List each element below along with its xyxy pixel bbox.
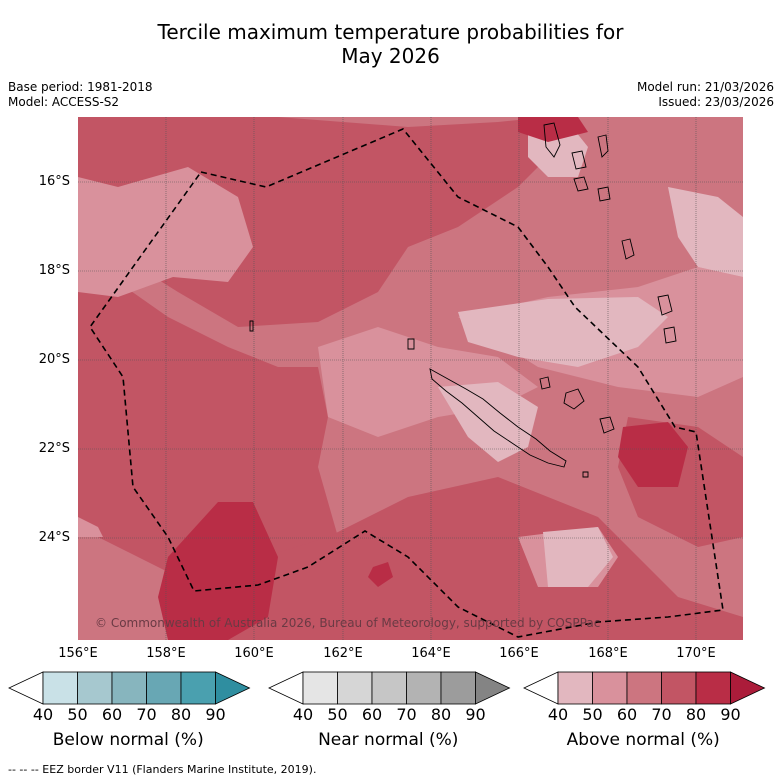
model-run-text: Model run: 21/03/2026 — [636, 80, 774, 94]
longitude-label: 160°E — [234, 646, 274, 661]
vanuatu-coast — [543, 122, 677, 344]
colorbar-tick-label: 50 — [327, 705, 348, 724]
colorbar-tick-label: 80 — [685, 705, 707, 724]
colorbar-tick-label: 70 — [651, 705, 672, 724]
coastlines — [249, 122, 677, 478]
region-50-south — [543, 527, 613, 587]
colorbar-tick-label: 90 — [720, 705, 741, 724]
longitude-label: 168°E — [588, 646, 628, 661]
colorbar-tick-label: 60 — [101, 705, 123, 724]
probability-map: © Commonwealth of Australia 2026, Bureau… — [78, 117, 743, 640]
colorbar-segment — [592, 671, 628, 705]
colorbar-segment — [180, 671, 216, 705]
longitude-label: 166°E — [499, 646, 539, 661]
colorbar-low-arrow — [268, 671, 304, 705]
colorbar-tick-label: 50 — [67, 705, 88, 724]
colorbar-segment — [371, 671, 407, 705]
colorbar-high-arrow — [730, 671, 766, 705]
colorbar-tick-label: 40 — [32, 705, 54, 724]
region-90-southwest — [158, 502, 278, 640]
region-50-east — [668, 187, 743, 277]
latitude-label: 22°S — [38, 441, 70, 456]
colorbar-tick-label: 80 — [430, 705, 452, 724]
colorbar-segment — [146, 671, 182, 705]
longitude-label: 170°E — [676, 646, 716, 661]
colorbar-tick-label: 70 — [396, 705, 417, 724]
copyright-text: © Commonwealth of Australia 2026, Bureau… — [95, 616, 600, 630]
region-80-south — [168, 477, 743, 640]
colorbar-tick-label: 40 — [547, 705, 569, 724]
colorbar-segment — [302, 671, 338, 705]
region-90-north — [518, 117, 588, 142]
colorbar — [268, 671, 511, 705]
latitude-label: 18°S — [38, 263, 70, 278]
issued-text: Issued: 23/03/2026 — [658, 95, 774, 109]
colorbar-tick-label: 60 — [361, 705, 383, 724]
colorbar-segment — [337, 671, 373, 705]
colorbar-tick-label: 90 — [205, 705, 226, 724]
colorbar-segment — [557, 671, 593, 705]
colorbar-tick-label: 90 — [465, 705, 486, 724]
colorbar-high-arrow — [475, 671, 511, 705]
colorbar-tick-label: 60 — [616, 705, 638, 724]
latitude-label: 20°S — [38, 352, 70, 367]
colorbar — [523, 671, 766, 705]
colorbar-title: Below normal (%) — [52, 730, 204, 750]
region-50-ncal — [438, 382, 538, 462]
colorbar-title: Above normal (%) — [566, 730, 720, 750]
map-title: Tercile maximum temperature probabilitie… — [0, 20, 781, 68]
colorbar-segment — [661, 671, 697, 705]
colorbar-segment — [695, 671, 731, 705]
title-line-2: May 2026 — [341, 44, 440, 68]
latitude-label: 16°S — [38, 174, 70, 189]
metadata-left: Base period: 1981-2018 Model: ACCESS-S2 — [8, 80, 153, 110]
longitude-label: 158°E — [146, 646, 186, 661]
base-period-text: Base period: 1981-2018 — [8, 80, 153, 94]
colorbar-title: Near normal (%) — [318, 730, 459, 750]
graticule — [78, 117, 743, 640]
colorbar-segment — [440, 671, 476, 705]
small-islands — [249, 320, 589, 478]
latitude-label: 24°S — [38, 530, 70, 545]
colorbar — [8, 671, 251, 705]
colorbar-tick-label: 80 — [170, 705, 192, 724]
colorbar-segment — [42, 671, 78, 705]
colorbar-segment — [626, 671, 662, 705]
colorbar-high-arrow — [215, 671, 251, 705]
colorbar-tick-label: 50 — [582, 705, 603, 724]
colorbar-segment — [406, 671, 442, 705]
region-60-west — [78, 167, 253, 297]
metadata-right: Model run: 21/03/2026 Issued: 23/03/2026 — [637, 80, 774, 110]
loyalty-islands-coast — [539, 376, 615, 434]
model-text: Model: ACCESS-S2 — [8, 95, 120, 109]
eez-border — [89, 128, 724, 638]
region-60-sw — [78, 517, 103, 537]
colorbar-tick-label: 40 — [292, 705, 314, 724]
colorbar-tick-label: 70 — [136, 705, 157, 724]
colorbar-low-arrow — [8, 671, 44, 705]
colorbar-segment — [77, 671, 113, 705]
colorbar-low-arrow — [523, 671, 559, 705]
region-50-centre — [458, 297, 668, 367]
longitude-label: 162°E — [323, 646, 363, 661]
new-caledonia-coast — [429, 368, 567, 468]
colorbar-segment — [111, 671, 147, 705]
title-line-1: Tercile maximum temperature probabilitie… — [157, 20, 624, 44]
longitude-label: 164°E — [411, 646, 451, 661]
footnote: -- -- -- EEZ border V11 (Flanders Marine… — [8, 763, 317, 776]
region-80-west — [78, 282, 338, 587]
region-90-east — [618, 422, 688, 487]
longitude-label: 156°E — [58, 646, 98, 661]
region-90-south-small — [368, 562, 393, 587]
